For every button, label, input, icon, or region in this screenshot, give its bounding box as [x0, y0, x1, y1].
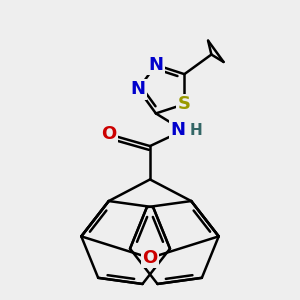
Text: N: N [170, 122, 185, 140]
Text: O: O [101, 125, 116, 143]
Text: N: N [131, 80, 146, 98]
Text: H: H [190, 123, 202, 138]
Text: O: O [142, 249, 158, 267]
Text: N: N [148, 56, 164, 74]
Text: S: S [178, 95, 191, 113]
